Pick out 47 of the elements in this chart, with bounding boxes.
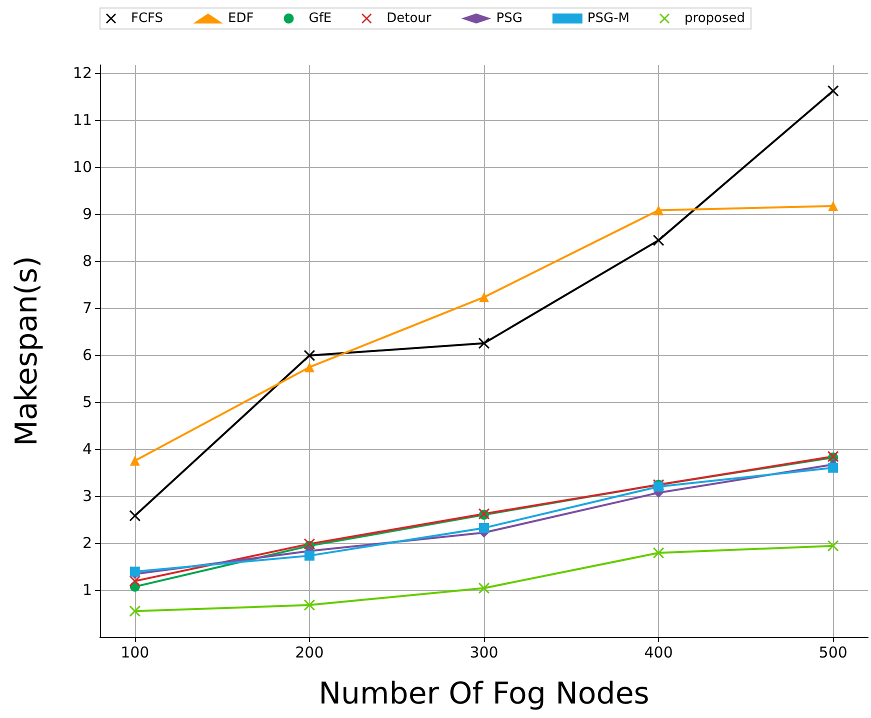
y-tick-label: 5 (82, 392, 92, 411)
y-tick-label: 10 (72, 158, 92, 176)
legend-label: Detour (386, 11, 432, 26)
x-tick-label: 200 (295, 644, 324, 662)
point (479, 292, 489, 302)
point (304, 350, 315, 361)
y-tick-label: 11 (72, 110, 92, 129)
point (828, 540, 839, 552)
point (304, 538, 315, 550)
point (130, 456, 140, 466)
y-tick-label: 3 (82, 486, 92, 505)
point (478, 338, 490, 349)
y-tick-label: 7 (82, 298, 92, 317)
point (828, 462, 838, 473)
x-tick-label: 500 (818, 644, 848, 662)
y-tick-label: 1 (82, 581, 92, 599)
x-tick-label: 300 (470, 644, 498, 662)
point (130, 566, 140, 577)
x-tick-label: 400 (644, 644, 673, 662)
point (304, 362, 314, 372)
point (653, 234, 664, 246)
point (828, 201, 838, 212)
x-axis-title: Number Of Fog Nodes (318, 676, 650, 712)
point (129, 576, 140, 587)
point (129, 510, 140, 522)
point (478, 582, 490, 594)
point (304, 600, 315, 611)
y-tick-label: 2 (82, 534, 92, 552)
point (828, 85, 839, 96)
point (304, 550, 314, 561)
point (129, 606, 140, 617)
legend-label: PSG-M (587, 11, 630, 26)
point (653, 547, 664, 558)
y-tick-label: 4 (82, 440, 92, 458)
legend-label: proposed (684, 11, 745, 26)
y-tick-label: 9 (82, 204, 92, 223)
y-tick-label: 12 (72, 64, 92, 82)
legend-label: EDF (228, 11, 254, 26)
point (654, 205, 664, 216)
y-tick-label: 6 (82, 346, 92, 364)
y-tick-label: 8 (82, 252, 92, 270)
point (479, 522, 489, 533)
legend-label: PSG (496, 11, 522, 26)
y-axis-title: Makespan(s) (10, 256, 44, 446)
legend-label: FCFS (131, 11, 164, 26)
legend-label: GfE (308, 11, 332, 26)
x-tick-label: 100 (120, 644, 150, 662)
